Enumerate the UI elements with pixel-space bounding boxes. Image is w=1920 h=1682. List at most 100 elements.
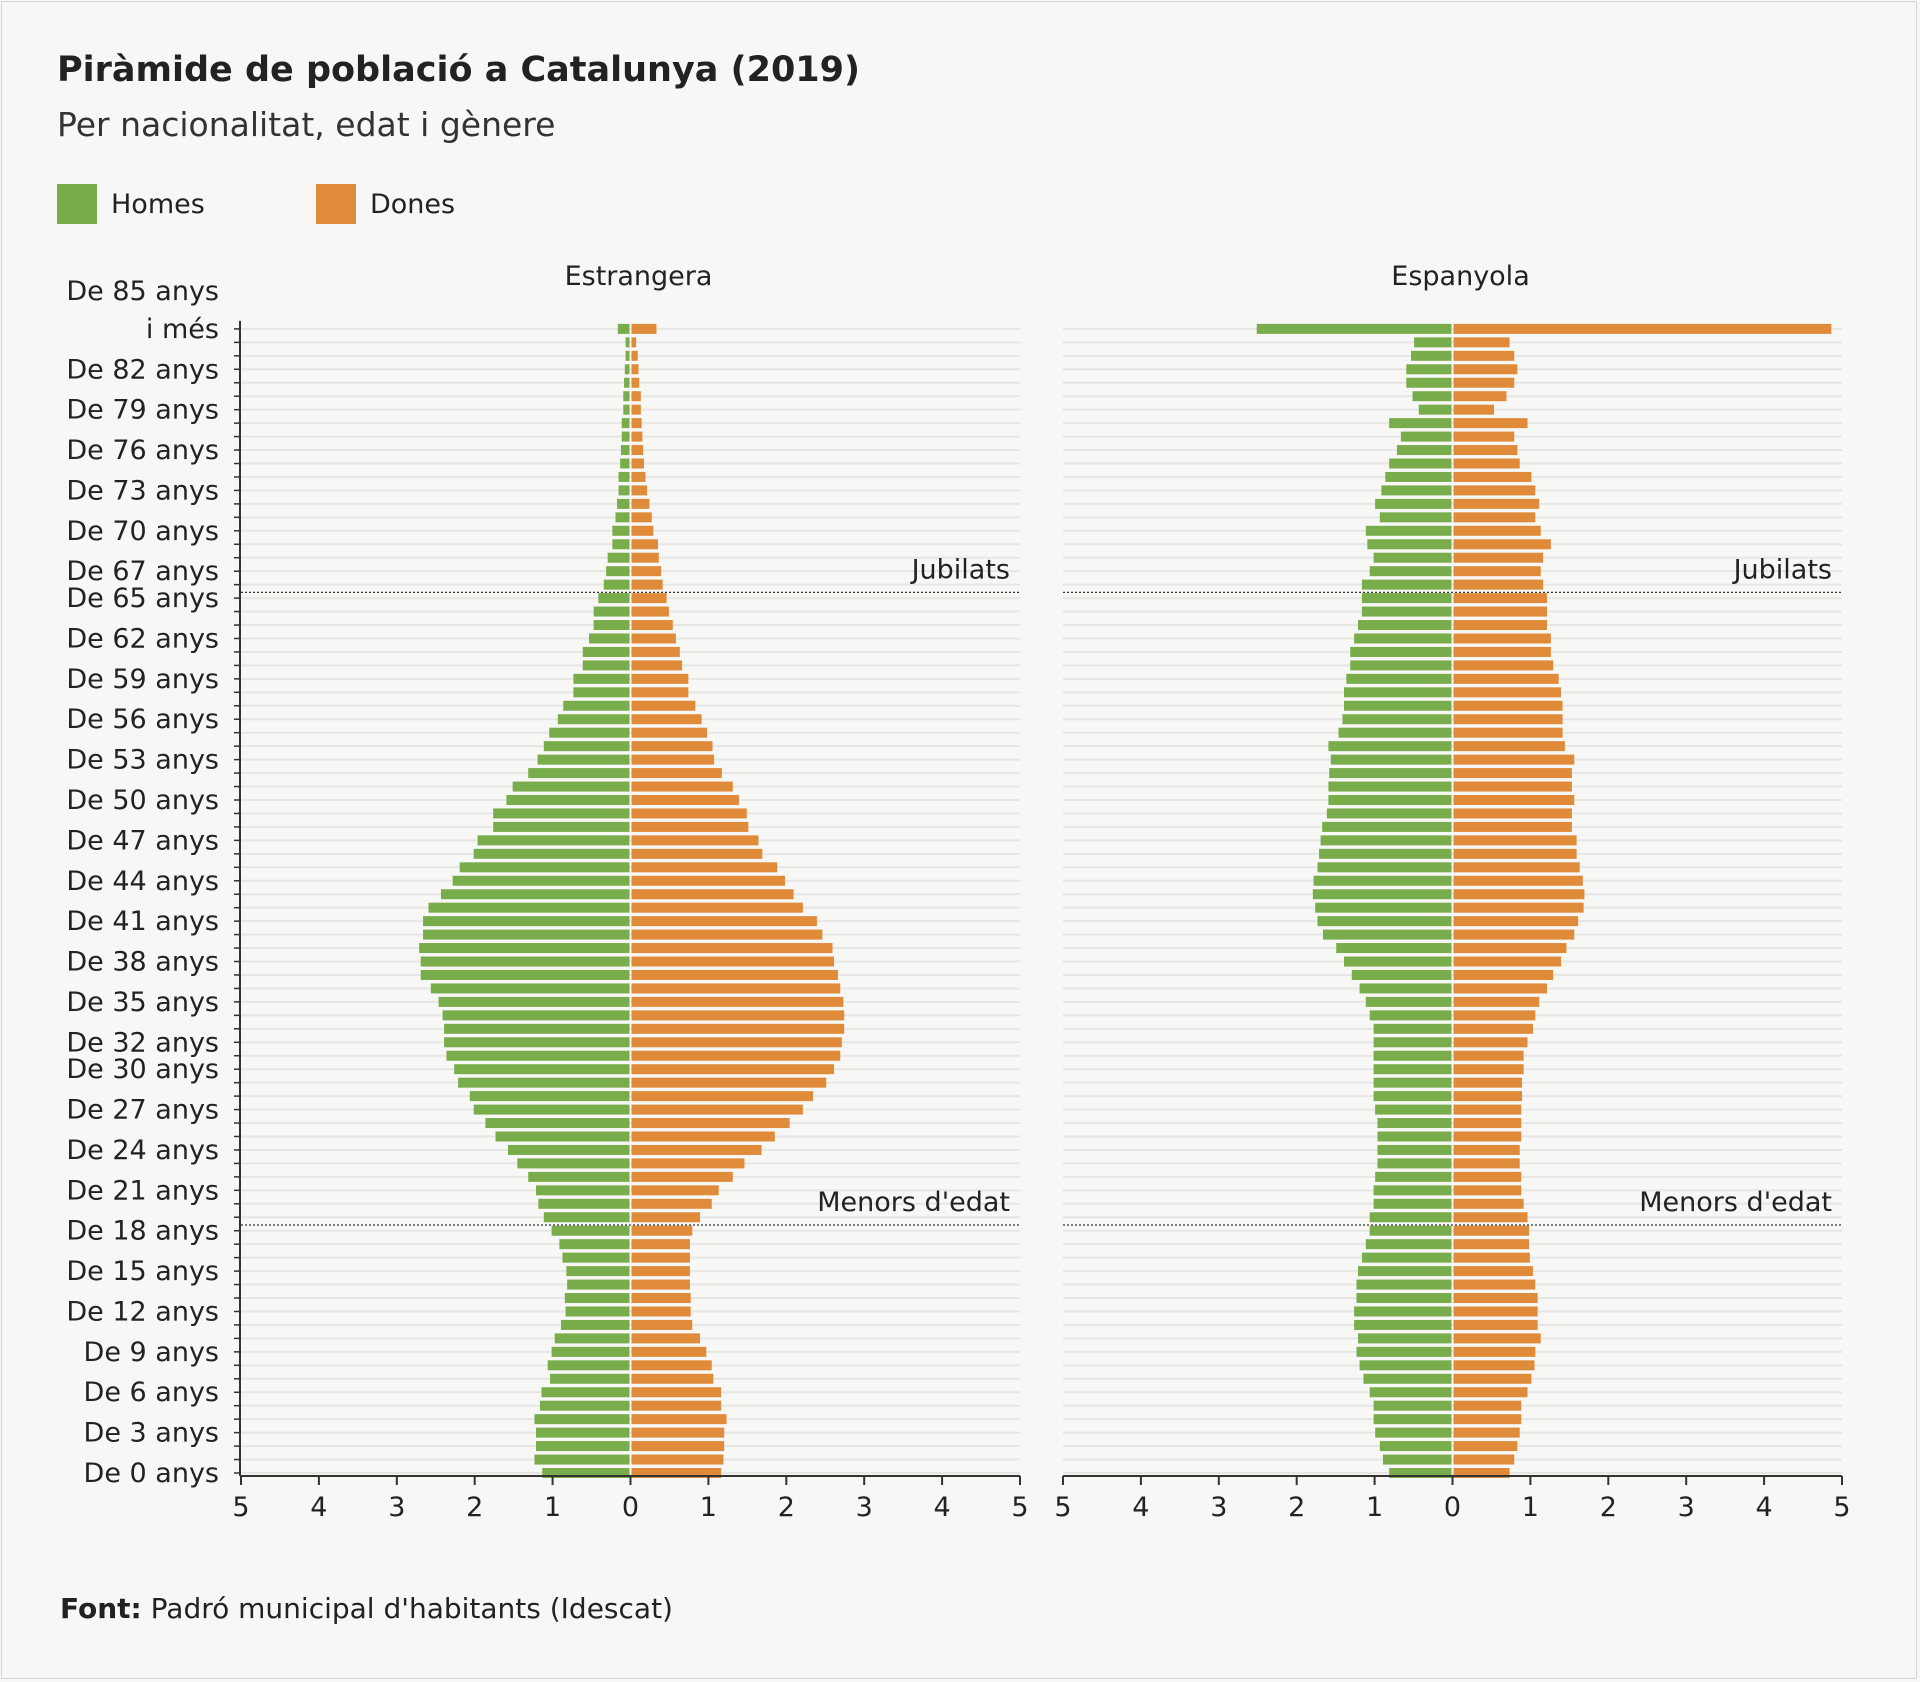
bar-men-estrangera	[538, 1198, 630, 1209]
bar-men-estrangera	[458, 1077, 630, 1088]
bar-women-estrangera	[631, 956, 835, 967]
bar-men-estrangera	[625, 350, 630, 361]
bar-men-estrangera	[573, 687, 630, 698]
bar-men-estrangera	[442, 1010, 630, 1021]
bar-women-espanyola	[1453, 1414, 1522, 1425]
bar-women-espanyola	[1453, 1212, 1528, 1223]
bar-women-espanyola	[1453, 956, 1562, 967]
bar-men-espanyola	[1379, 512, 1452, 523]
bar-men-espanyola	[1328, 795, 1452, 805]
bar-men-estrangera	[454, 1064, 630, 1075]
x-tick-label: 2	[1600, 1492, 1617, 1523]
reference-label: Menors d'edat	[1639, 1187, 1832, 1218]
bar-men-estrangera	[452, 875, 630, 886]
bar-men-estrangera	[617, 498, 630, 509]
bar-women-estrangera	[631, 1144, 762, 1155]
bar-men-espanyola	[1373, 1077, 1452, 1088]
bar-men-espanyola	[1375, 498, 1452, 509]
bar-men-espanyola	[1354, 1319, 1452, 1330]
bar-men-espanyola	[1412, 391, 1452, 402]
bar-men-espanyola	[1369, 1212, 1452, 1223]
bar-women-estrangera	[631, 1454, 724, 1465]
bar-men-espanyola	[1406, 377, 1452, 388]
x-tick-label: 4	[310, 1492, 327, 1523]
bar-women-espanyola	[1453, 1104, 1522, 1115]
x-tick-label: 4	[1132, 1492, 1149, 1523]
bar-women-espanyola	[1453, 566, 1541, 577]
legend-item-dones: Dones	[316, 184, 455, 224]
bar-women-estrangera	[631, 996, 844, 1007]
bar-men-estrangera	[528, 768, 630, 779]
bar-men-espanyola	[1317, 862, 1452, 873]
y-tick-label: De 6 anys	[84, 1377, 219, 1408]
bar-women-estrangera	[631, 418, 642, 429]
bar-men-espanyola	[1410, 350, 1452, 361]
bar-men-estrangera	[444, 1023, 630, 1034]
bar-women-espanyola	[1453, 364, 1518, 375]
bar-men-estrangera	[459, 862, 630, 873]
bar-men-estrangera	[547, 1360, 630, 1371]
bar-men-espanyola	[1373, 1037, 1452, 1048]
x-tick-label: 5	[232, 1492, 249, 1523]
bar-men-espanyola	[1358, 1266, 1452, 1277]
bar-women-estrangera	[631, 471, 646, 482]
bar-women-espanyola	[1453, 418, 1528, 429]
bar-men-estrangera	[536, 1441, 630, 1452]
bar-women-estrangera	[631, 337, 637, 348]
bar-men-espanyola	[1385, 471, 1452, 482]
x-tick-label: 3	[856, 1492, 873, 1523]
x-tick-label: 2	[778, 1492, 795, 1523]
bar-men-espanyola	[1379, 1441, 1452, 1452]
bar-women-estrangera	[631, 700, 696, 711]
bar-men-espanyola	[1365, 525, 1452, 536]
y-tick-label: De 70 anys	[66, 516, 219, 547]
bar-women-estrangera	[631, 741, 713, 752]
bar-women-estrangera	[631, 714, 702, 725]
bar-men-espanyola	[1326, 808, 1452, 819]
bar-men-espanyola	[1361, 606, 1452, 617]
bar-men-espanyola	[1312, 889, 1452, 900]
bar-men-estrangera	[420, 969, 630, 980]
x-tick-label: 4	[934, 1492, 951, 1523]
bar-men-espanyola	[1375, 1171, 1452, 1182]
bar-women-espanyola	[1453, 579, 1544, 590]
y-tick-label: De 65 anys	[66, 583, 219, 614]
bar-men-espanyola	[1373, 1185, 1452, 1196]
bar-men-espanyola	[1373, 1050, 1452, 1061]
x-tick-label: 1	[544, 1492, 561, 1523]
bar-women-estrangera	[631, 1010, 845, 1021]
bar-women-espanyola	[1453, 660, 1554, 671]
bar-men-estrangera	[430, 983, 630, 994]
reference-label: Jubilats	[910, 554, 1010, 585]
bar-men-estrangera	[423, 929, 630, 940]
bar-men-estrangera	[549, 727, 630, 738]
bar-men-espanyola	[1375, 1104, 1452, 1115]
bar-women-estrangera	[631, 1131, 775, 1142]
bar-women-espanyola	[1453, 1468, 1510, 1478]
bar-women-estrangera	[631, 1077, 827, 1088]
x-tick-label: 1	[1522, 1492, 1539, 1523]
y-tick-label: De 27 anys	[66, 1095, 219, 1126]
bar-men-estrangera	[539, 1400, 630, 1411]
bar-women-estrangera	[631, 875, 785, 886]
bar-men-espanyola	[1338, 727, 1452, 738]
y-tick-label: De 53 anys	[66, 745, 219, 776]
bar-men-espanyola	[1350, 660, 1452, 671]
bar-women-espanyola	[1453, 431, 1515, 442]
x-tick-label: 0	[1444, 1492, 1461, 1523]
bar-women-espanyola	[1453, 1279, 1536, 1290]
bar-women-espanyola	[1453, 1037, 1528, 1048]
bar-men-estrangera	[560, 1319, 630, 1330]
bar-women-espanyola	[1453, 445, 1518, 456]
bar-women-espanyola	[1453, 1333, 1541, 1344]
bar-men-estrangera	[564, 1293, 630, 1304]
bar-women-espanyola	[1453, 1293, 1538, 1304]
x-tick-label: 5	[1833, 1492, 1850, 1523]
x-tick-label: 1	[1366, 1492, 1383, 1523]
bar-women-espanyola	[1453, 700, 1563, 711]
bar-men-estrangera	[612, 539, 630, 550]
bar-women-estrangera	[631, 1279, 690, 1290]
bar-men-estrangera	[551, 1225, 630, 1236]
